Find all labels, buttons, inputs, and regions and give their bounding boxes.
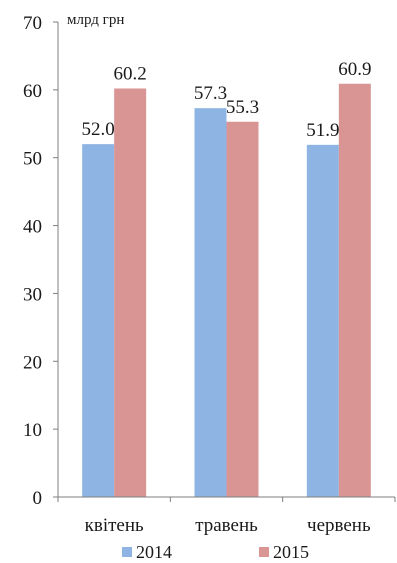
x-axis-ticks [57, 497, 396, 502]
y-tick-label: 20 [23, 352, 42, 373]
unit-label: млрд грн [67, 12, 124, 28]
legend-swatch [122, 547, 132, 557]
legend-label: 2014 [136, 542, 172, 562]
data-label: 60.9 [338, 59, 371, 80]
bars [82, 83, 371, 498]
legend-label: 2015 [273, 542, 309, 562]
y-tick-label: 30 [23, 284, 42, 305]
bar-2014-травень [194, 108, 227, 497]
category-label: червень [307, 515, 371, 536]
data-label: 51.9 [306, 120, 339, 141]
legend-swatch [259, 547, 269, 557]
category-labels: квітень травень червень [85, 515, 371, 536]
data-label: 55.3 [226, 97, 259, 118]
category-label: квітень [85, 515, 144, 536]
y-tick-label: 70 [23, 13, 42, 34]
data-label: 60.2 [114, 64, 147, 85]
bar-2014-квітень [82, 144, 115, 497]
data-label: 52.0 [82, 119, 115, 140]
data-labels: 52.0 57.3 51.9 60.2 55.3 60.9 [82, 59, 372, 141]
y-tick-label: 50 [23, 149, 42, 170]
bar-2015-травень [226, 121, 259, 497]
legend: 2014 2015 [122, 542, 309, 562]
y-tick-label: 10 [23, 420, 42, 441]
y-tick-label: 0 [33, 488, 43, 509]
category-label: травень [195, 515, 258, 536]
bar-2015-червень [338, 83, 371, 497]
bar-2014-червень [306, 144, 339, 498]
y-tick-label: 60 [23, 81, 42, 102]
y-tick-label: 40 [23, 217, 42, 238]
y-axis-ticks: 0 10 20 30 40 50 60 70 [23, 13, 58, 509]
bar-2015-квітень [114, 88, 147, 497]
data-label: 57.3 [194, 83, 227, 104]
